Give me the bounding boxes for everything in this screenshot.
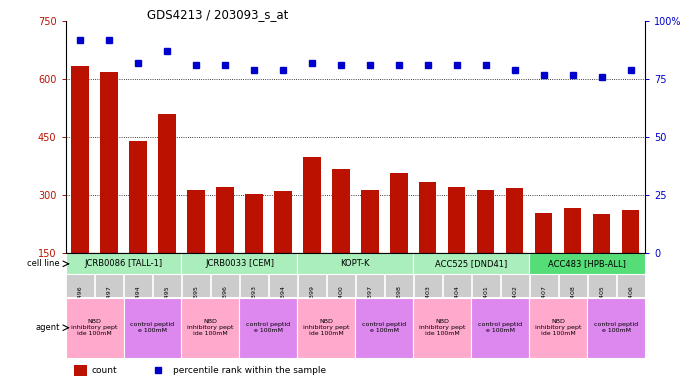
Bar: [303, 157, 321, 253]
Text: agent: agent: [35, 323, 60, 332]
Bar: [297, 253, 413, 274]
Text: ACC483 [HPB-ALL]: ACC483 [HPB-ALL]: [549, 259, 626, 268]
Bar: [413, 298, 471, 358]
Bar: [413, 253, 529, 274]
Text: control peptid
e 100mM: control peptid e 100mM: [362, 322, 406, 333]
Bar: [75, 365, 87, 376]
Bar: [71, 66, 89, 253]
Text: GSM542394: GSM542394: [280, 285, 286, 323]
Bar: [124, 298, 181, 358]
Bar: [66, 253, 181, 274]
Bar: [153, 274, 181, 296]
Text: JCRB0086 [TALL-1]: JCRB0086 [TALL-1]: [84, 259, 163, 268]
Text: GSM542395: GSM542395: [193, 285, 199, 323]
Bar: [443, 274, 471, 296]
Text: GSM542399: GSM542399: [309, 285, 315, 323]
Bar: [129, 141, 147, 253]
Bar: [245, 194, 263, 253]
Bar: [588, 274, 615, 296]
Bar: [472, 274, 500, 296]
Bar: [355, 298, 413, 358]
Bar: [361, 190, 379, 253]
Text: GSM542403: GSM542403: [425, 285, 431, 323]
Text: control peptid
e 100mM: control peptid e 100mM: [478, 322, 522, 333]
Bar: [182, 274, 210, 296]
Bar: [448, 187, 466, 253]
Text: GSM542397: GSM542397: [367, 285, 373, 323]
Text: GSM542406: GSM542406: [628, 285, 633, 323]
Text: GSM542396: GSM542396: [222, 285, 228, 323]
Bar: [564, 208, 582, 253]
Bar: [419, 182, 437, 253]
Text: GSM542400: GSM542400: [338, 285, 344, 323]
Text: GSM542398: GSM542398: [396, 285, 402, 323]
Text: NBD
inhibitory pept
ide 100mM: NBD inhibitory pept ide 100mM: [419, 319, 466, 336]
Text: GSM542401: GSM542401: [483, 285, 489, 323]
Text: count: count: [92, 366, 117, 375]
Text: NBD
inhibitory pept
ide 100mM: NBD inhibitory pept ide 100mM: [303, 319, 350, 336]
Text: GSM518496: GSM518496: [77, 285, 83, 323]
Bar: [297, 298, 355, 358]
Text: NBD
inhibitory pept
ide 100mM: NBD inhibitory pept ide 100mM: [187, 319, 234, 336]
Bar: [274, 191, 292, 253]
Text: GSM542405: GSM542405: [599, 285, 604, 323]
Bar: [593, 214, 611, 253]
Bar: [332, 169, 350, 253]
Bar: [95, 274, 123, 296]
Bar: [617, 274, 644, 296]
Text: control peptid
e 100mM: control peptid e 100mM: [246, 322, 290, 333]
Text: GSM542393: GSM542393: [251, 285, 257, 323]
Bar: [529, 253, 645, 274]
Bar: [124, 274, 152, 296]
Text: GSM518495: GSM518495: [164, 285, 170, 323]
Bar: [587, 298, 645, 358]
Text: ACC525 [DND41]: ACC525 [DND41]: [435, 259, 507, 268]
Text: GSM518494: GSM518494: [135, 285, 141, 323]
Bar: [622, 210, 640, 253]
Bar: [529, 298, 587, 358]
Bar: [100, 72, 118, 253]
Text: cell line: cell line: [27, 259, 60, 268]
Bar: [181, 253, 297, 274]
Bar: [181, 298, 239, 358]
Bar: [240, 274, 268, 296]
Bar: [298, 274, 326, 296]
Bar: [239, 298, 297, 358]
Text: KOPT-K: KOPT-K: [341, 259, 370, 268]
Bar: [211, 274, 239, 296]
Bar: [216, 187, 234, 253]
Text: GSM542407: GSM542407: [541, 285, 546, 323]
Bar: [66, 274, 94, 296]
Bar: [385, 274, 413, 296]
Bar: [269, 274, 297, 296]
Bar: [559, 274, 586, 296]
Bar: [471, 298, 529, 358]
Text: GDS4213 / 203093_s_at: GDS4213 / 203093_s_at: [147, 8, 288, 21]
Bar: [530, 274, 558, 296]
Text: control peptid
e 100mM: control peptid e 100mM: [130, 322, 175, 333]
Text: NBD
inhibitory pept
ide 100mM: NBD inhibitory pept ide 100mM: [71, 319, 118, 336]
Text: percentile rank within the sample: percentile rank within the sample: [172, 366, 326, 375]
Bar: [390, 173, 408, 253]
Bar: [414, 274, 442, 296]
Bar: [501, 274, 529, 296]
Text: GSM542402: GSM542402: [512, 285, 518, 323]
Text: GSM518497: GSM518497: [106, 285, 112, 323]
Bar: [187, 190, 205, 253]
Text: JCRB0033 [CEM]: JCRB0033 [CEM]: [205, 259, 274, 268]
Text: GSM542404: GSM542404: [454, 285, 460, 323]
Text: GSM542408: GSM542408: [570, 285, 575, 323]
Bar: [327, 274, 355, 296]
Bar: [477, 190, 495, 253]
Bar: [66, 298, 124, 358]
Bar: [506, 188, 524, 253]
Bar: [356, 274, 384, 296]
Text: NBD
inhibitory pept
ide 100mM: NBD inhibitory pept ide 100mM: [535, 319, 582, 336]
Text: control peptid
e 100mM: control peptid e 100mM: [594, 322, 638, 333]
Bar: [158, 114, 176, 253]
Bar: [535, 213, 553, 253]
